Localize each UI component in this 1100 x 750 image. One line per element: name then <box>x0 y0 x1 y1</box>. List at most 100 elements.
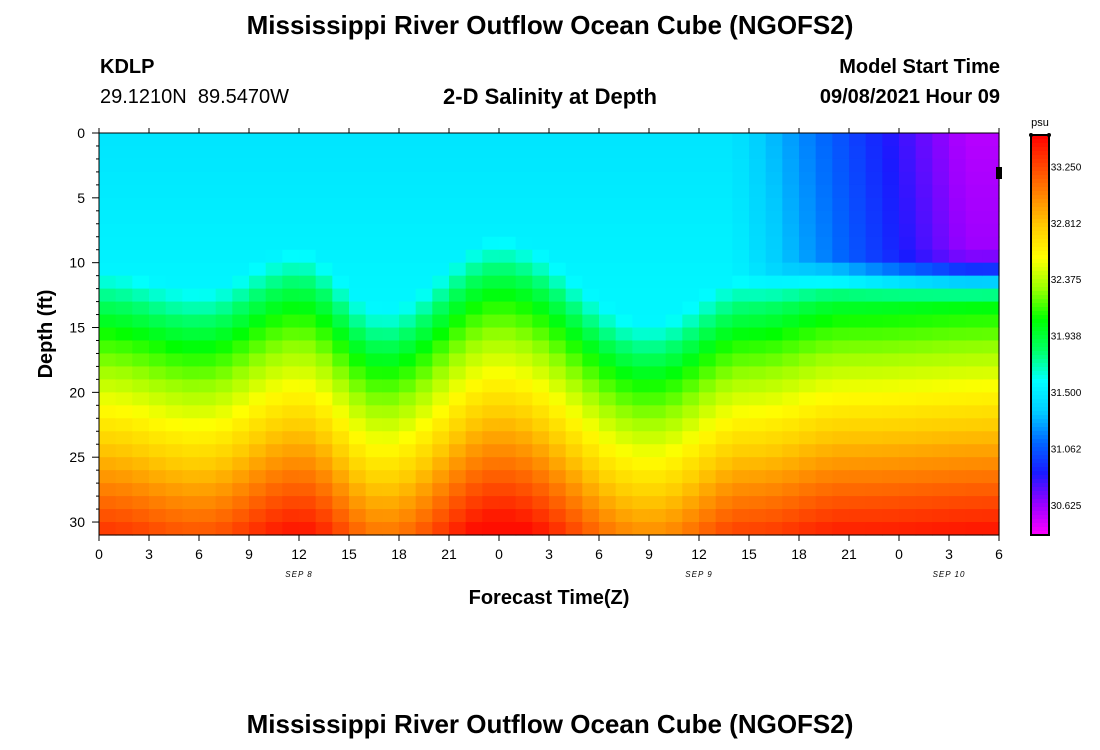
heatmap-cell <box>299 236 317 251</box>
heatmap-cell <box>382 133 400 147</box>
heatmap-cell <box>515 444 533 458</box>
heatmap-cell <box>265 496 283 510</box>
heatmap-cell <box>615 314 633 329</box>
heatmap-cell <box>382 236 400 251</box>
heatmap-cell <box>565 145 583 160</box>
heatmap-cell <box>915 236 933 251</box>
heatmap-cell <box>349 470 367 484</box>
heatmap-cell <box>432 431 450 445</box>
heatmap-cell <box>482 522 500 536</box>
heatmap-cell <box>249 145 267 160</box>
heatmap-cell <box>532 327 550 342</box>
heatmap-cell <box>532 353 550 368</box>
heatmap-cell <box>515 197 533 212</box>
heatmap-cell <box>932 275 950 290</box>
heatmap-cell <box>965 158 983 173</box>
heatmap-cell <box>249 184 267 199</box>
heatmap-cell <box>382 249 400 264</box>
heatmap-cell <box>882 210 900 225</box>
heatmap-cell <box>549 353 567 368</box>
heatmap-cell <box>899 133 917 147</box>
heatmap-cell <box>632 509 650 523</box>
heatmap-cell <box>982 483 1000 497</box>
heatmap-cell <box>632 158 650 173</box>
heatmap-cell <box>415 262 433 277</box>
heatmap-cell <box>499 392 517 406</box>
heatmap-cell <box>832 405 850 419</box>
heatmap-cell <box>932 340 950 355</box>
heatmap-cell <box>232 275 250 290</box>
heatmap-cell <box>115 444 133 458</box>
heatmap-cell <box>149 431 167 445</box>
heatmap-cell <box>532 275 550 290</box>
heatmap-cell <box>349 301 367 316</box>
heatmap-cell <box>482 145 500 160</box>
heatmap-cell <box>815 223 833 238</box>
heatmap-cell <box>265 275 283 290</box>
heatmap-cell <box>182 509 200 523</box>
heatmap-cell <box>865 496 883 510</box>
heatmap-cell <box>415 353 433 368</box>
heatmap-cell <box>682 133 700 147</box>
heatmap-cell <box>682 210 700 225</box>
heatmap-cell <box>782 145 800 160</box>
salinity-heatmap <box>99 133 1000 536</box>
heatmap-cell <box>965 197 983 212</box>
heatmap-cell <box>99 340 117 355</box>
heatmap-cell <box>299 301 317 316</box>
heatmap-cell <box>832 418 850 432</box>
heatmap-cell <box>515 133 533 147</box>
x-tick-label: 15 <box>741 546 757 562</box>
heatmap-cell <box>765 158 783 173</box>
heatmap-cell <box>365 145 383 160</box>
x-date-label: SEP 10 <box>933 570 966 579</box>
heatmap-cell <box>265 301 283 316</box>
heatmap-cell <box>282 431 300 445</box>
heatmap-cell <box>715 444 733 458</box>
heatmap-cell <box>499 249 517 264</box>
heatmap-cell <box>499 288 517 303</box>
heatmap-cell <box>515 210 533 225</box>
heatmap-cell <box>249 236 267 251</box>
heatmap-cell <box>765 405 783 419</box>
heatmap-cell <box>132 133 150 147</box>
heatmap-cell <box>115 223 133 238</box>
colorbar-segment <box>1031 411 1049 416</box>
heatmap-cell <box>315 314 333 329</box>
heatmap-cell <box>382 366 400 380</box>
heatmap-cell <box>582 509 600 523</box>
heatmap-cell <box>665 262 683 277</box>
heatmap-cell <box>899 197 917 212</box>
heatmap-cell <box>615 444 633 458</box>
colorbar-segment <box>1031 495 1049 500</box>
heatmap-cell <box>265 470 283 484</box>
heatmap-cell <box>232 158 250 173</box>
heatmap-cell <box>599 444 617 458</box>
heatmap-cell <box>665 353 683 368</box>
heatmap-cell <box>565 444 583 458</box>
heatmap-cell <box>765 314 783 329</box>
heatmap-cell <box>465 418 483 432</box>
heatmap-cell <box>515 353 533 368</box>
heatmap-cell <box>415 275 433 290</box>
heatmap-cell <box>949 288 967 303</box>
colorbar-segment <box>1031 531 1049 536</box>
heatmap-cell <box>615 249 633 264</box>
heatmap-cell <box>849 249 867 264</box>
heatmap-cell <box>715 392 733 406</box>
heatmap-cell <box>849 223 867 238</box>
heatmap-cell <box>682 223 700 238</box>
heatmap-cell <box>749 366 767 380</box>
heatmap-cell <box>399 418 417 432</box>
heatmap-cell <box>582 171 600 186</box>
heatmap-cell <box>849 262 867 277</box>
heatmap-cell <box>965 314 983 329</box>
heatmap-cell <box>699 457 717 471</box>
heatmap-cell <box>515 405 533 419</box>
heatmap-cell <box>282 275 300 290</box>
heatmap-cell <box>649 509 667 523</box>
heatmap-cell <box>282 223 300 238</box>
heatmap-cell <box>965 340 983 355</box>
heatmap-cell <box>465 249 483 264</box>
heatmap-cell <box>315 288 333 303</box>
